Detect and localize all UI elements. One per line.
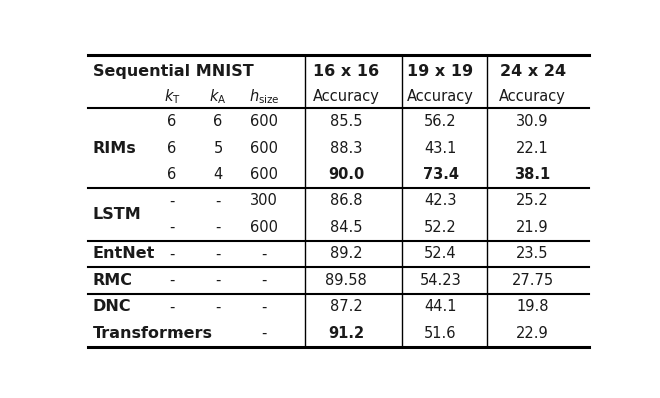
Text: RIMs: RIMs <box>92 140 137 156</box>
Text: Accuracy: Accuracy <box>407 89 474 104</box>
Text: 6: 6 <box>213 114 222 129</box>
Text: DNC: DNC <box>92 299 131 314</box>
Text: 30.9: 30.9 <box>516 114 549 129</box>
Text: 44.1: 44.1 <box>424 299 457 314</box>
Text: 16 x 16: 16 x 16 <box>313 64 379 79</box>
Text: Accuracy: Accuracy <box>499 89 566 104</box>
Text: -: - <box>215 220 220 235</box>
Text: -: - <box>170 220 175 235</box>
Text: 90.0: 90.0 <box>328 167 364 182</box>
Text: 42.3: 42.3 <box>424 193 457 209</box>
Text: 91.2: 91.2 <box>328 326 364 341</box>
Text: 22.9: 22.9 <box>516 326 549 341</box>
Text: -: - <box>261 273 267 288</box>
Text: 600: 600 <box>250 167 278 182</box>
Text: EntNet: EntNet <box>92 246 155 261</box>
Text: $h_\mathrm{size}$: $h_\mathrm{size}$ <box>249 87 279 106</box>
Text: 300: 300 <box>250 193 278 209</box>
Text: 27.75: 27.75 <box>512 273 554 288</box>
Text: $k_\mathrm{T}$: $k_\mathrm{T}$ <box>164 87 180 106</box>
Text: Sequential MNIST: Sequential MNIST <box>92 64 253 79</box>
Text: 22.1: 22.1 <box>516 140 549 156</box>
Text: 89.58: 89.58 <box>325 273 367 288</box>
Text: 600: 600 <box>250 114 278 129</box>
Text: LSTM: LSTM <box>92 207 141 222</box>
Text: 85.5: 85.5 <box>330 114 362 129</box>
Text: 23.5: 23.5 <box>516 246 549 261</box>
Text: 4: 4 <box>213 167 222 182</box>
Text: -: - <box>170 246 175 261</box>
Text: 54.23: 54.23 <box>420 273 461 288</box>
Text: -: - <box>177 326 182 341</box>
Text: -: - <box>215 246 220 261</box>
Text: 21.9: 21.9 <box>516 220 549 235</box>
Text: Transformers: Transformers <box>92 326 213 341</box>
Text: 6: 6 <box>168 114 177 129</box>
Text: 5: 5 <box>213 140 222 156</box>
Text: 52.4: 52.4 <box>424 246 457 261</box>
Text: 86.8: 86.8 <box>330 193 362 209</box>
Text: -: - <box>261 246 267 261</box>
Text: 600: 600 <box>250 140 278 156</box>
Text: Accuracy: Accuracy <box>312 89 380 104</box>
Text: 600: 600 <box>250 220 278 235</box>
Text: 89.2: 89.2 <box>329 246 362 261</box>
Text: -: - <box>261 299 267 314</box>
Text: 51.6: 51.6 <box>424 326 457 341</box>
Text: -: - <box>170 299 175 314</box>
Text: 56.2: 56.2 <box>424 114 457 129</box>
Text: 6: 6 <box>168 167 177 182</box>
Text: 88.3: 88.3 <box>330 140 362 156</box>
Text: -: - <box>215 193 220 209</box>
Text: 19.8: 19.8 <box>516 299 549 314</box>
Text: 24 x 24: 24 x 24 <box>500 64 566 79</box>
Text: 87.2: 87.2 <box>329 299 362 314</box>
Text: -: - <box>215 273 220 288</box>
Text: RMC: RMC <box>92 273 133 288</box>
Text: 73.4: 73.4 <box>422 167 459 182</box>
Text: 84.5: 84.5 <box>330 220 362 235</box>
Text: 25.2: 25.2 <box>516 193 549 209</box>
Text: -: - <box>170 193 175 209</box>
Text: $k_\mathrm{A}$: $k_\mathrm{A}$ <box>209 87 227 106</box>
Text: -: - <box>261 326 267 341</box>
Text: 38.1: 38.1 <box>515 167 550 182</box>
Text: -: - <box>215 299 220 314</box>
Text: 43.1: 43.1 <box>424 140 457 156</box>
Text: -: - <box>170 273 175 288</box>
Text: 52.2: 52.2 <box>424 220 457 235</box>
Text: 19 x 19: 19 x 19 <box>407 64 474 79</box>
Text: 6: 6 <box>168 140 177 156</box>
